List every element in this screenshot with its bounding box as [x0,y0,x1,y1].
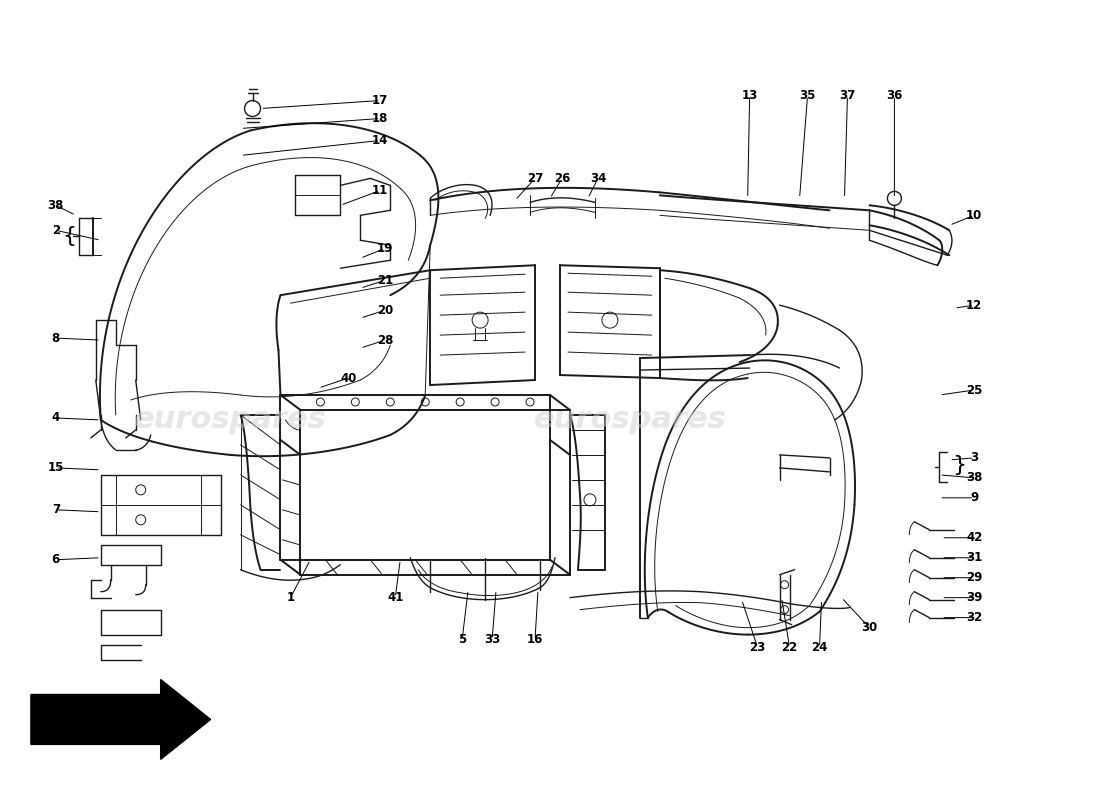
Text: 18: 18 [372,112,388,125]
Text: 34: 34 [590,172,606,185]
Text: 5: 5 [458,633,466,646]
Text: 13: 13 [741,89,758,102]
Text: eurospares: eurospares [134,406,327,434]
Text: 14: 14 [372,134,388,147]
Text: 15: 15 [47,462,64,474]
Text: 28: 28 [377,334,394,346]
Text: 11: 11 [372,184,388,197]
Polygon shape [31,679,210,759]
Text: 22: 22 [781,641,798,654]
Text: 39: 39 [966,591,982,604]
Text: 31: 31 [966,551,982,564]
Text: 26: 26 [553,172,570,185]
Text: 21: 21 [377,274,394,286]
Text: 37: 37 [839,89,856,102]
Text: 36: 36 [887,89,903,102]
Text: 29: 29 [966,571,982,584]
Text: 9: 9 [970,491,978,504]
Text: }: } [953,455,967,475]
Text: 10: 10 [966,209,982,222]
Text: 32: 32 [966,611,982,624]
Text: 6: 6 [52,554,60,566]
Text: 24: 24 [812,641,827,654]
Text: 30: 30 [861,621,878,634]
Text: 35: 35 [800,89,816,102]
Text: eurospares: eurospares [534,406,726,434]
Text: 23: 23 [749,641,766,654]
Text: 41: 41 [387,591,404,604]
Text: 25: 25 [966,383,982,397]
Text: 12: 12 [966,298,982,312]
Text: 7: 7 [52,503,59,516]
Text: 17: 17 [372,94,388,107]
Text: {: { [62,226,76,246]
Text: 3: 3 [970,451,978,464]
Text: 2: 2 [52,224,59,237]
Text: 33: 33 [484,633,500,646]
Text: 1: 1 [286,591,295,604]
Text: 8: 8 [52,332,60,345]
Text: 40: 40 [340,371,356,385]
Text: 38: 38 [966,471,982,484]
Text: 42: 42 [966,531,982,544]
Text: 27: 27 [527,172,543,185]
Text: 20: 20 [377,304,394,317]
Text: 38: 38 [47,199,64,212]
Text: 19: 19 [377,242,394,254]
Text: 4: 4 [52,411,60,425]
Text: 16: 16 [527,633,543,646]
